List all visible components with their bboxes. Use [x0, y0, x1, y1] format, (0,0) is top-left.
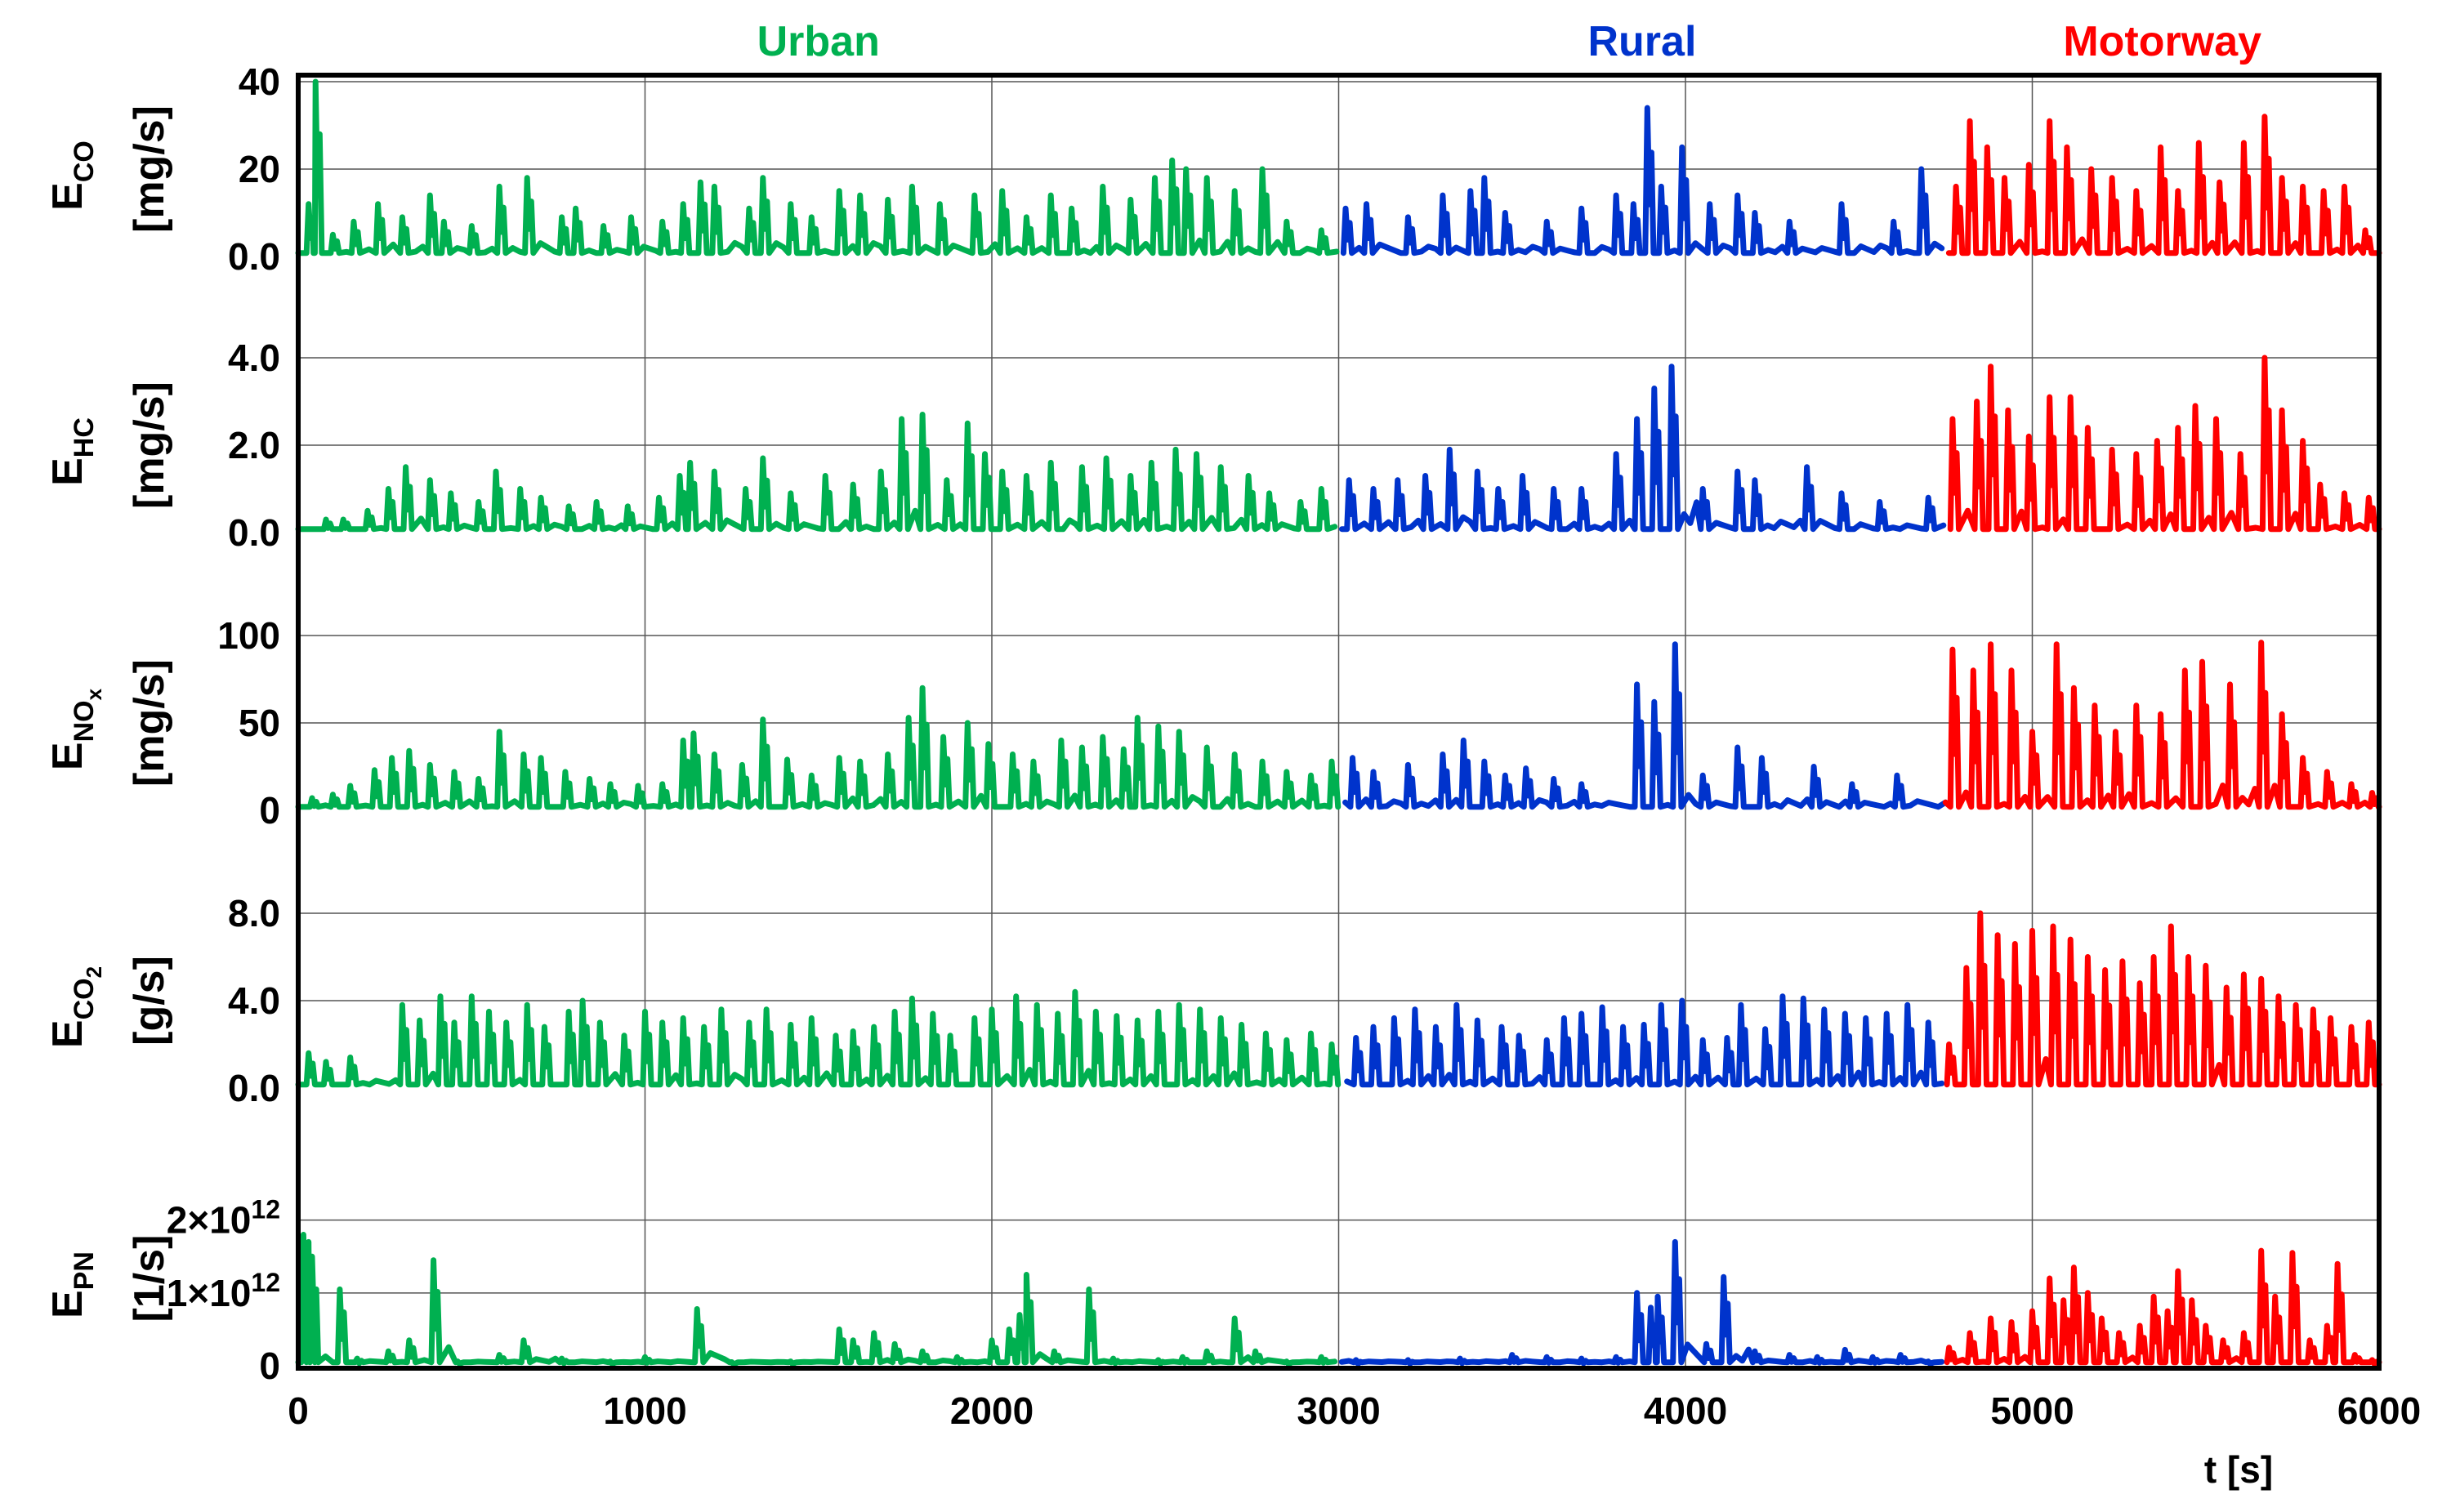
y-tick-label: 0: [259, 1345, 280, 1387]
y-tick-label: 4.0: [228, 979, 280, 1022]
series-co2-urban: [295, 988, 1342, 1088]
y-tick-label: 0.0: [228, 511, 280, 554]
panels: [295, 78, 2382, 1367]
y-axis-label-hc: EHC: [44, 417, 100, 486]
series-co-motorway: [1945, 114, 2382, 256]
y-axis-unit-hc: [mg/s]: [126, 381, 173, 509]
x-tick-label: 4000: [1644, 1389, 1727, 1432]
y-tick-label: 0.0: [228, 235, 280, 278]
y-axis-label-co2: ECO2: [44, 966, 106, 1048]
x-axis-label: t [s]: [2204, 1448, 2273, 1491]
y-tick-label: 40: [239, 60, 280, 103]
series-hc-urban: [295, 412, 1338, 533]
y-axis-unit-co2: [g/s]: [126, 956, 173, 1046]
x-axis: 0 1000 2000 3000 4000 5000 6000: [288, 1389, 2421, 1432]
y-axis-label-co: ECO: [44, 140, 100, 211]
segment-labels: Urban Rural Motorway: [757, 18, 2261, 65]
x-tick-label: 2000: [950, 1389, 1034, 1432]
series-co-rural: [1340, 105, 1945, 256]
segment-label-urban: Urban: [757, 18, 880, 65]
y-tick-label: 0.0: [228, 1067, 280, 1109]
series-hc-rural: [1339, 364, 1947, 533]
y-axis-unit-co: [mg/s]: [126, 105, 173, 233]
series-co2-motorway: [1944, 910, 2382, 1088]
y-tick-label: 1×1012: [167, 1268, 280, 1314]
x-tick-label: 6000: [2337, 1389, 2421, 1432]
series-pn-rural: [1338, 1238, 1945, 1367]
series-co-urban: [295, 78, 1340, 256]
x-tick-label: 3000: [1297, 1389, 1380, 1432]
series-nox-rural: [1342, 641, 1949, 810]
y-axis-unit-pn: [1/s]: [126, 1235, 173, 1322]
series-nox-urban: [295, 685, 1342, 810]
y-tick-label: 2.0: [228, 424, 280, 466]
y-tick-label: 4.0: [228, 337, 280, 379]
plot-frame: [296, 73, 2382, 1371]
grid-lines: [298, 75, 2379, 1368]
series-pn-motorway: [1944, 1247, 2382, 1367]
y-tick-label: 50: [239, 702, 280, 744]
series-hc-motorway: [1947, 355, 2382, 533]
y-tick-label: 20: [239, 148, 280, 190]
x-tick-label: 1000: [603, 1389, 686, 1432]
y-tick-label: 8.0: [228, 892, 280, 934]
y-tick-label: 2×1012: [167, 1195, 280, 1242]
y-axes: 0.0 20 40 ECO [mg/s] 0.0 2.0 4.0 EHC [mg/s] 0 50 100…: [44, 60, 280, 1387]
y-axis-unit-nox: [mg/s]: [126, 659, 173, 787]
series-co2-rural: [1344, 993, 1945, 1088]
x-tick-label: 5000: [1990, 1389, 2074, 1432]
x-tick-label: 0: [288, 1389, 309, 1432]
series-nox-motorway: [1942, 640, 2382, 810]
y-tick-label: 100: [217, 614, 280, 657]
y-axis-label-pn: EPN: [44, 1251, 100, 1318]
segment-label-rural: Rural: [1587, 18, 1696, 65]
y-axis-label-nox: ENOx: [44, 688, 106, 770]
segment-label-motorway: Motorway: [2063, 18, 2261, 65]
y-tick-label: 0: [259, 789, 280, 832]
series-pn-urban: [295, 1232, 1338, 1367]
